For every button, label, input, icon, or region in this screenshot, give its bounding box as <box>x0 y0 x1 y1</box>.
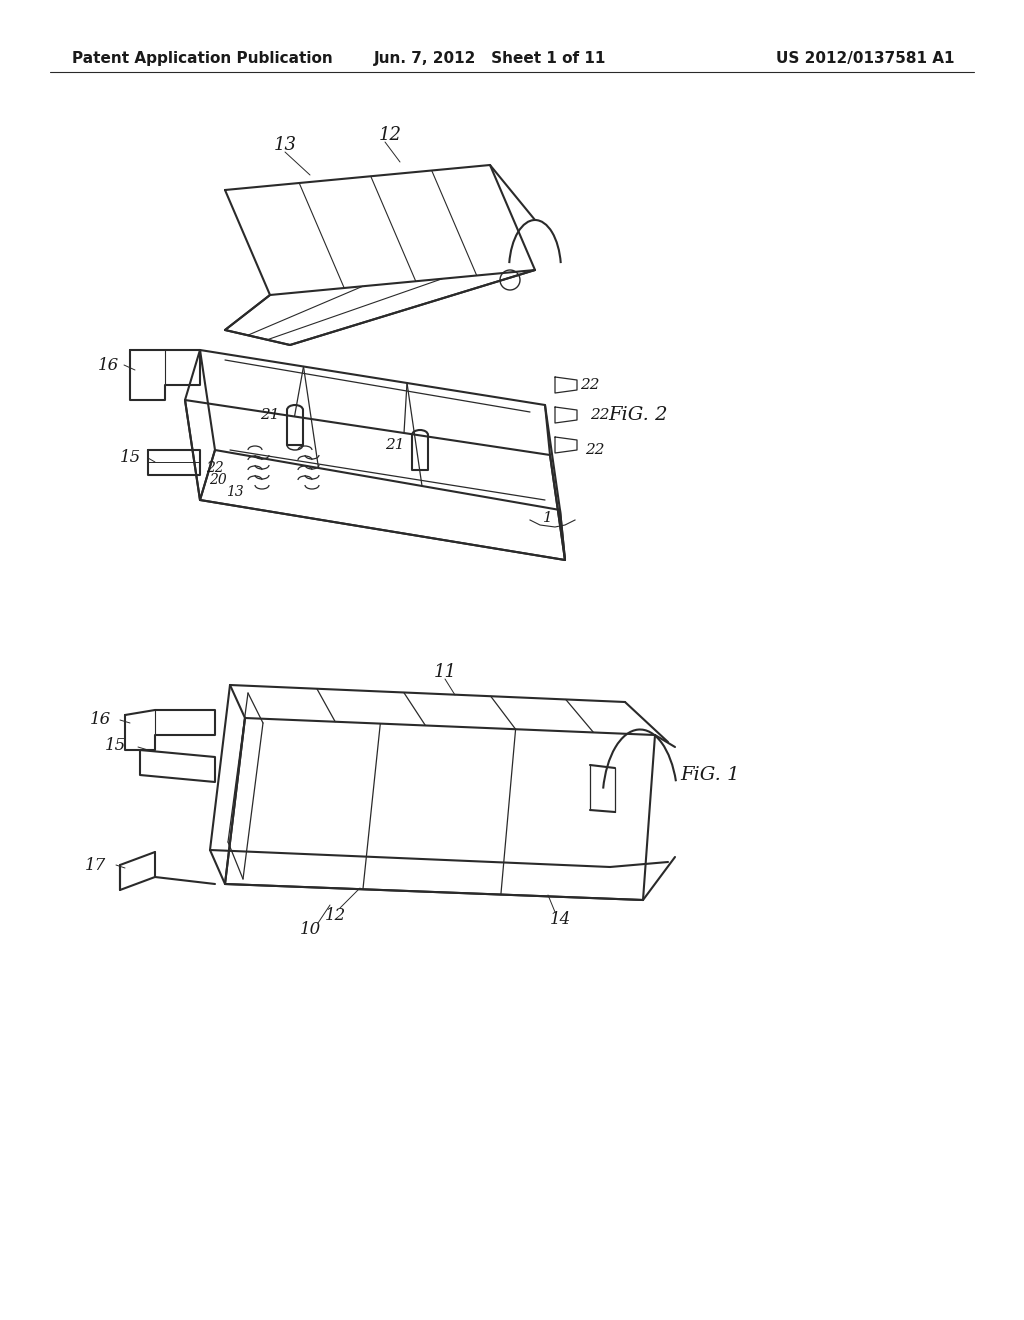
Text: 13: 13 <box>226 484 244 499</box>
Text: 22: 22 <box>581 378 600 392</box>
Text: 1: 1 <box>543 511 553 525</box>
Text: 17: 17 <box>84 857 105 874</box>
Text: 22: 22 <box>586 444 605 457</box>
Text: 12: 12 <box>325 907 346 924</box>
Text: 22: 22 <box>206 461 224 475</box>
Text: 20: 20 <box>209 473 227 487</box>
Text: 15: 15 <box>120 450 140 466</box>
Text: Jun. 7, 2012   Sheet 1 of 11: Jun. 7, 2012 Sheet 1 of 11 <box>374 50 606 66</box>
Text: FiG. 2: FiG. 2 <box>608 407 668 424</box>
Text: 13: 13 <box>273 136 297 154</box>
Text: 11: 11 <box>433 663 457 681</box>
Text: US 2012/0137581 A1: US 2012/0137581 A1 <box>776 50 955 66</box>
Text: Patent Application Publication: Patent Application Publication <box>72 50 333 66</box>
Text: FiG. 1: FiG. 1 <box>680 766 739 784</box>
Text: 21: 21 <box>385 438 404 451</box>
Text: 14: 14 <box>549 912 570 928</box>
Text: 22: 22 <box>590 408 609 422</box>
Text: 16: 16 <box>89 711 111 729</box>
Text: 10: 10 <box>299 921 321 939</box>
Text: 16: 16 <box>97 356 119 374</box>
Text: 12: 12 <box>379 125 401 144</box>
Text: 21: 21 <box>260 408 280 422</box>
Text: 15: 15 <box>104 737 126 754</box>
